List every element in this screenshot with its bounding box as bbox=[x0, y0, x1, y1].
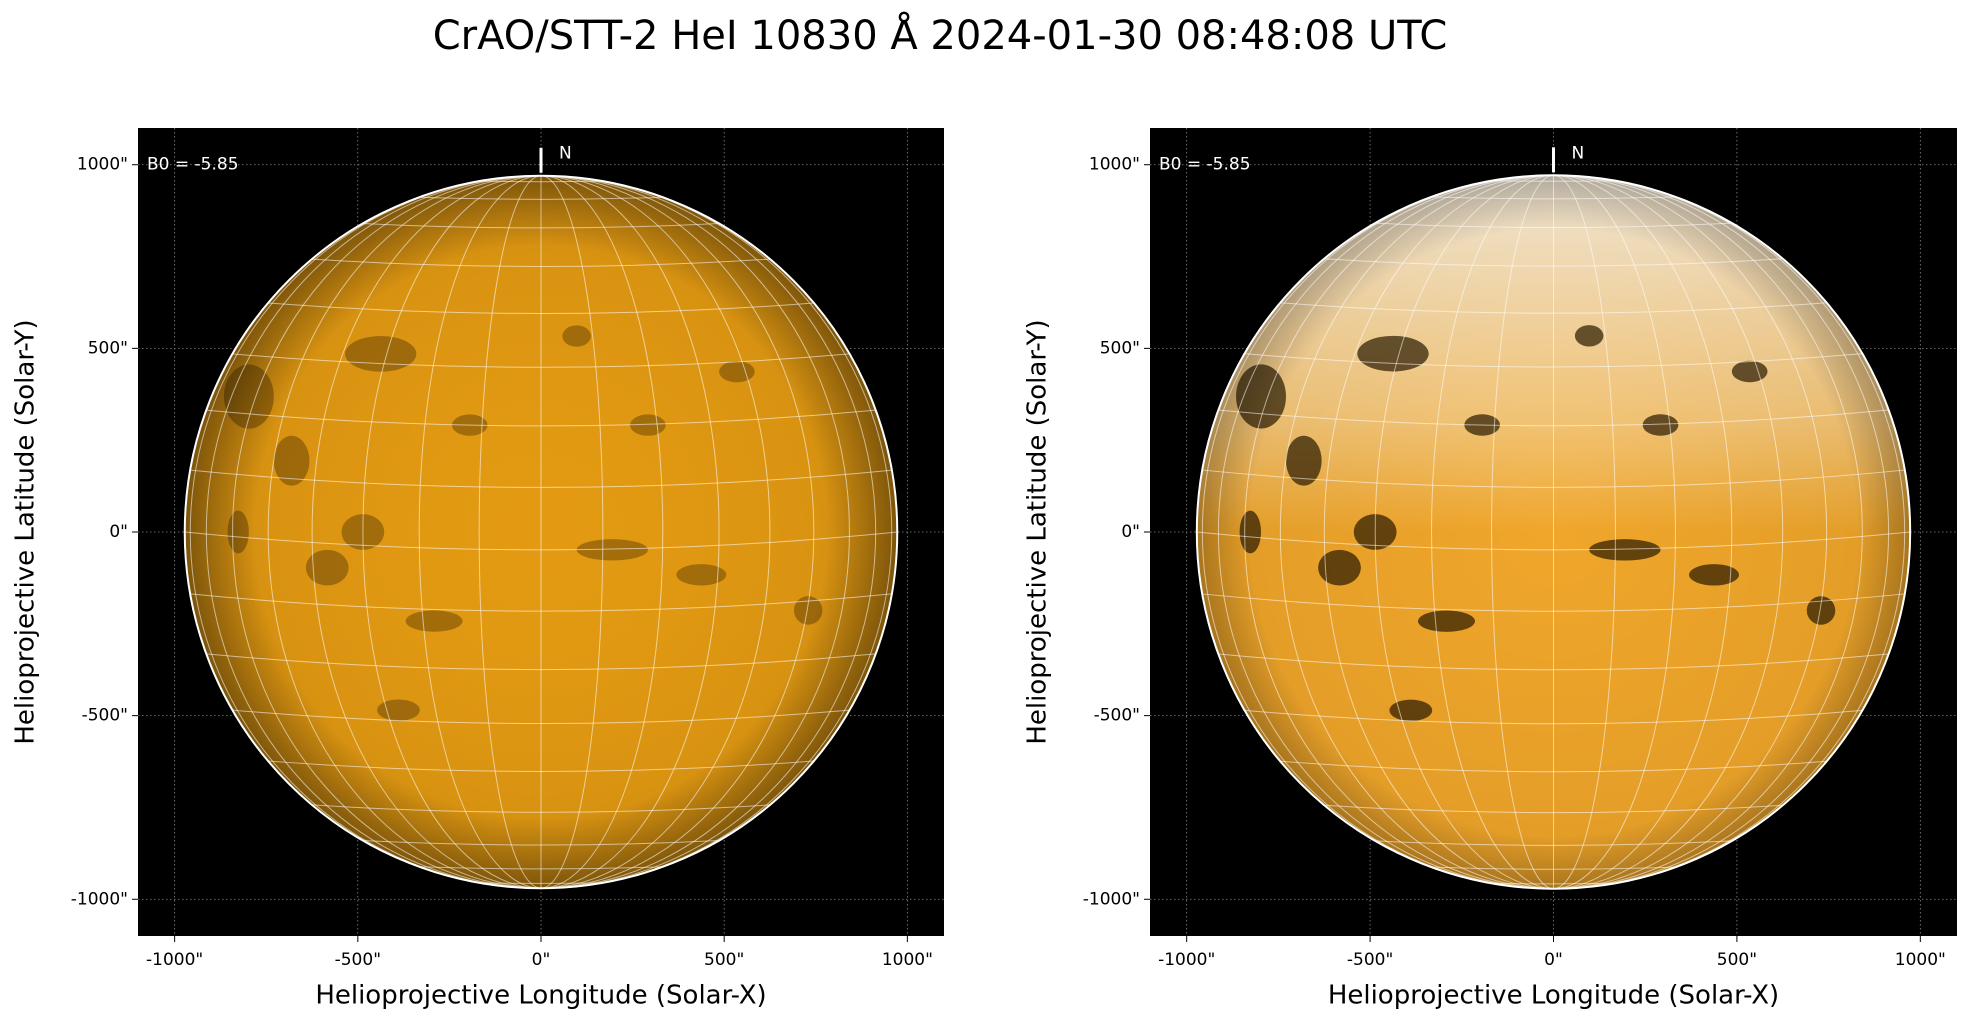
meridian bbox=[1553, 175, 1733, 889]
heliographic-grid bbox=[1196, 175, 1911, 889]
meridian bbox=[540, 175, 604, 889]
meridian bbox=[1217, 175, 1554, 889]
y-tick-label: -1000" bbox=[1083, 889, 1140, 909]
meridian bbox=[1201, 175, 1554, 889]
x-tick-label: -500" bbox=[335, 950, 381, 970]
parallel bbox=[1491, 180, 1616, 182]
parallel bbox=[1431, 196, 1676, 200]
north-label: N bbox=[1572, 143, 1585, 163]
y-axis-label: Helioprojective Latitude (Solar-Y) bbox=[11, 319, 41, 744]
x-tick-label: 1000" bbox=[1895, 950, 1946, 970]
y-tick-label: 0" bbox=[1121, 522, 1140, 542]
parallel bbox=[268, 302, 814, 314]
parallel bbox=[479, 180, 603, 183]
y-axis-label: Helioprojective Latitude (Solar-Y) bbox=[1023, 319, 1053, 744]
x-tick-label: -1000" bbox=[1158, 950, 1215, 970]
meridian bbox=[1553, 175, 1828, 889]
meridian bbox=[540, 175, 851, 889]
parallel bbox=[1196, 531, 1911, 551]
parallel bbox=[1280, 302, 1827, 314]
limb bbox=[183, 174, 899, 890]
annotation: B0 = -5.85 bbox=[1159, 155, 1251, 175]
meridian bbox=[311, 175, 542, 889]
y-tick-label: 1000" bbox=[1089, 155, 1140, 175]
parallel bbox=[232, 353, 850, 368]
meridian bbox=[418, 175, 542, 889]
meridian bbox=[362, 175, 542, 889]
meridian bbox=[540, 175, 893, 889]
parallel bbox=[1324, 258, 1783, 267]
parallel bbox=[206, 409, 876, 427]
parallel bbox=[1218, 409, 1889, 427]
meridian bbox=[478, 175, 542, 889]
meridian bbox=[1244, 175, 1554, 889]
meridian bbox=[1374, 175, 1554, 889]
meridian bbox=[1431, 175, 1554, 889]
parallel bbox=[190, 469, 892, 488]
x-tick-label: 500" bbox=[704, 950, 744, 970]
parallel bbox=[184, 531, 898, 551]
meridian bbox=[1279, 175, 1554, 889]
parallel bbox=[419, 196, 663, 200]
parallel bbox=[1244, 353, 1863, 368]
meridian bbox=[1323, 175, 1554, 889]
meridian bbox=[1553, 175, 1616, 889]
meridian bbox=[267, 175, 542, 889]
solar-disk bbox=[184, 175, 898, 889]
solar-disk bbox=[1196, 175, 1911, 889]
y-tick-label: 500" bbox=[1100, 338, 1140, 358]
parallel bbox=[362, 222, 720, 229]
y-tick-label: 0" bbox=[109, 522, 128, 542]
meridian bbox=[540, 175, 771, 889]
limb bbox=[1195, 174, 1912, 890]
x-tick-label: -1000" bbox=[146, 950, 203, 970]
meridian bbox=[1553, 175, 1906, 889]
meridian bbox=[205, 175, 542, 889]
meridian bbox=[540, 175, 877, 889]
x-tick-label: -500" bbox=[1347, 950, 1393, 970]
parallel bbox=[311, 258, 771, 267]
annotation: B0 = -5.85 bbox=[147, 155, 239, 175]
heliographic-grid bbox=[184, 175, 898, 889]
meridian bbox=[1553, 175, 1676, 889]
north-label: N bbox=[559, 144, 572, 164]
y-tick-label: -500" bbox=[1094, 706, 1140, 726]
parallel bbox=[1375, 222, 1732, 229]
x-tick-label: 0" bbox=[1544, 950, 1563, 970]
meridian bbox=[189, 175, 542, 889]
x-axis-label: Helioprojective Longitude (Solar-X) bbox=[1328, 981, 1779, 1011]
meridian bbox=[540, 175, 720, 889]
figure-title: CrAO/STT-2 HeI 10830 Å 2024-01-30 08:48:… bbox=[433, 11, 1448, 59]
meridian bbox=[1553, 175, 1890, 889]
x-axis-label: Helioprojective Longitude (Solar-X) bbox=[315, 981, 766, 1011]
meridian bbox=[540, 175, 815, 889]
meridian bbox=[231, 175, 542, 889]
x-tick-label: 1000" bbox=[882, 950, 933, 970]
x-tick-label: 0" bbox=[532, 950, 551, 970]
y-tick-label: -500" bbox=[82, 706, 128, 726]
y-tick-label: 500" bbox=[88, 338, 128, 358]
x-tick-label: 500" bbox=[1717, 950, 1757, 970]
meridian bbox=[1553, 175, 1784, 889]
meridian bbox=[1491, 175, 1554, 889]
meridian bbox=[1553, 175, 1863, 889]
meridian bbox=[540, 175, 664, 889]
y-tick-label: 1000" bbox=[77, 155, 128, 175]
parallel bbox=[1202, 469, 1905, 488]
y-tick-label: -1000" bbox=[71, 889, 128, 909]
